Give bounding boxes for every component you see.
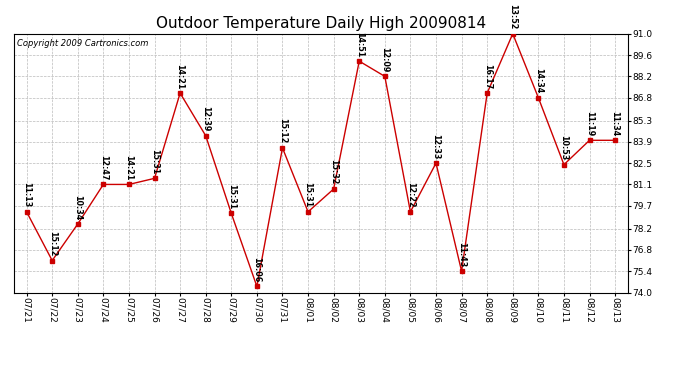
Text: 11:43: 11:43 bbox=[457, 242, 466, 267]
Text: 11:19: 11:19 bbox=[585, 111, 594, 136]
Text: 11:34: 11:34 bbox=[611, 111, 620, 136]
Text: 15:12: 15:12 bbox=[278, 118, 287, 144]
Text: 12:09: 12:09 bbox=[380, 47, 389, 72]
Text: 13:52: 13:52 bbox=[509, 4, 518, 30]
Text: 12:39: 12:39 bbox=[201, 106, 210, 132]
Text: 15:31: 15:31 bbox=[304, 182, 313, 208]
Text: 11:13: 11:13 bbox=[22, 182, 31, 208]
Text: 16:06: 16:06 bbox=[253, 257, 262, 282]
Text: 15:12: 15:12 bbox=[48, 231, 57, 256]
Text: 14:51: 14:51 bbox=[355, 32, 364, 57]
Text: 10:53: 10:53 bbox=[560, 135, 569, 160]
Text: 10:34: 10:34 bbox=[73, 195, 82, 220]
Text: 15:32: 15:32 bbox=[329, 159, 338, 185]
Text: 14:34: 14:34 bbox=[534, 68, 543, 93]
Text: 16:17: 16:17 bbox=[483, 64, 492, 89]
Text: 12:33: 12:33 bbox=[431, 134, 440, 159]
Text: Copyright 2009 Cartronics.com: Copyright 2009 Cartronics.com bbox=[17, 39, 148, 48]
Text: 14:21: 14:21 bbox=[124, 155, 133, 180]
Text: 12:47: 12:47 bbox=[99, 155, 108, 180]
Text: 15:31: 15:31 bbox=[227, 184, 236, 209]
Text: 15:31: 15:31 bbox=[150, 149, 159, 174]
Text: 14:21: 14:21 bbox=[176, 64, 185, 89]
Text: 12:22: 12:22 bbox=[406, 182, 415, 208]
Title: Outdoor Temperature Daily High 20090814: Outdoor Temperature Daily High 20090814 bbox=[156, 16, 486, 31]
